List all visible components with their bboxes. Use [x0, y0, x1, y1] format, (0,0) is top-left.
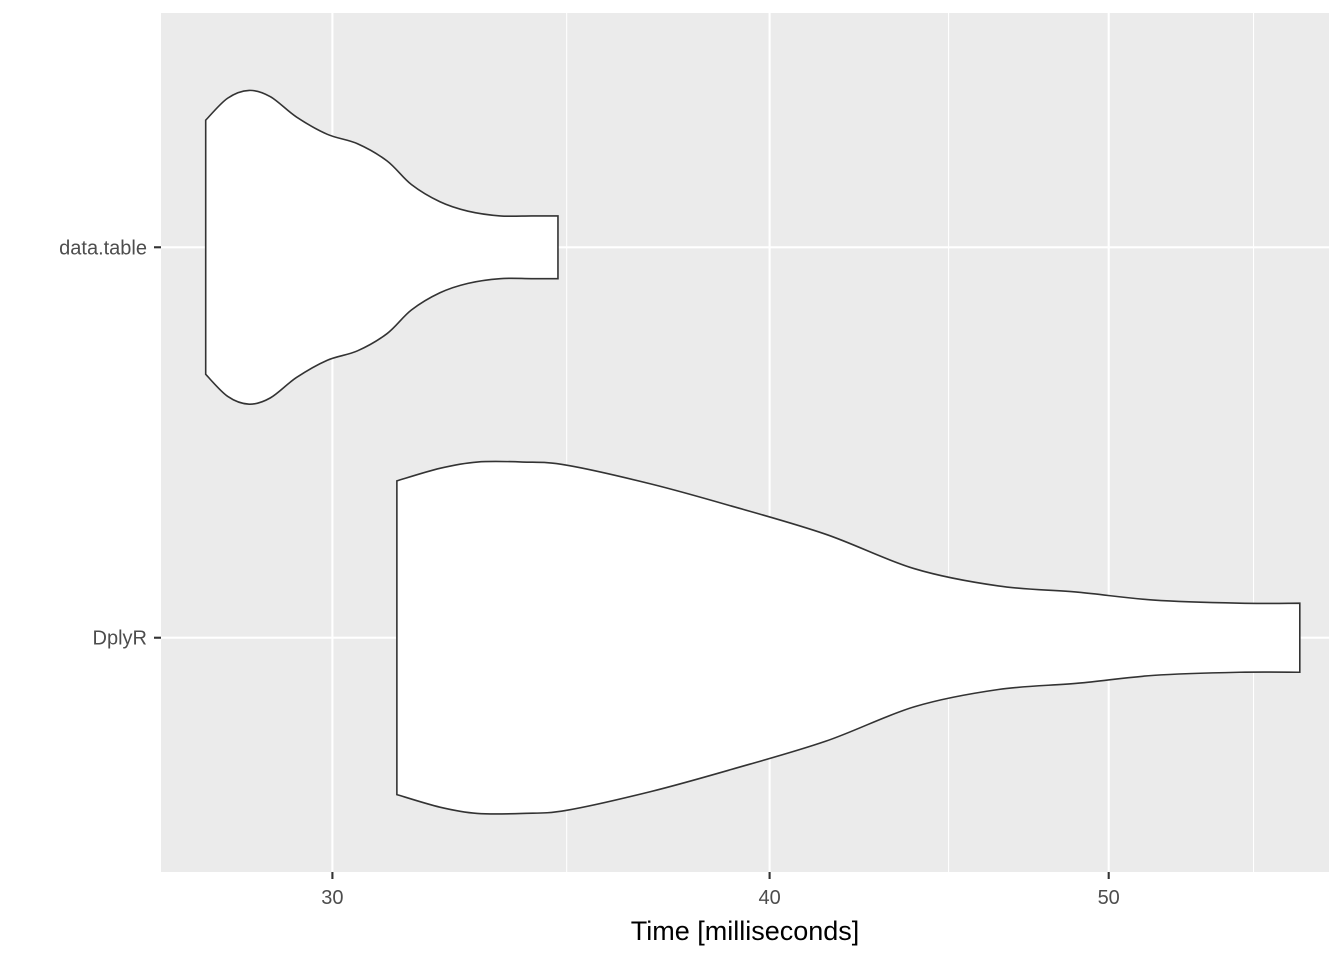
x-tick-label: 30: [321, 887, 343, 909]
violin-dplyr: [396, 460, 1301, 815]
x-axis-title: Time [milliseconds]: [631, 916, 860, 946]
plot-panel: [161, 13, 1329, 872]
violin-data-table: [204, 89, 559, 405]
x-tick-label: 50: [1098, 887, 1120, 909]
x-axis: 30 40 50: [321, 872, 1120, 909]
y-axis: DplyR data.table: [59, 237, 161, 650]
y-tick-label: data.table: [59, 237, 147, 259]
y-tick-label: DplyR: [93, 628, 147, 650]
x-tick-label: 40: [758, 887, 780, 909]
